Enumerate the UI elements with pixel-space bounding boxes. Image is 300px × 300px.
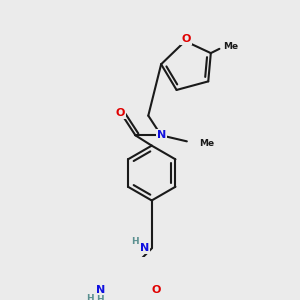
Text: Me: Me xyxy=(223,42,238,51)
Text: N: N xyxy=(140,243,149,254)
Text: N: N xyxy=(96,285,105,295)
Text: H: H xyxy=(86,294,94,300)
Text: H: H xyxy=(131,237,138,246)
Text: N: N xyxy=(157,130,166,140)
Text: H: H xyxy=(97,295,104,300)
Text: O: O xyxy=(181,34,191,44)
Text: O: O xyxy=(151,285,161,296)
Text: Me: Me xyxy=(199,139,214,148)
Text: O: O xyxy=(115,108,125,118)
